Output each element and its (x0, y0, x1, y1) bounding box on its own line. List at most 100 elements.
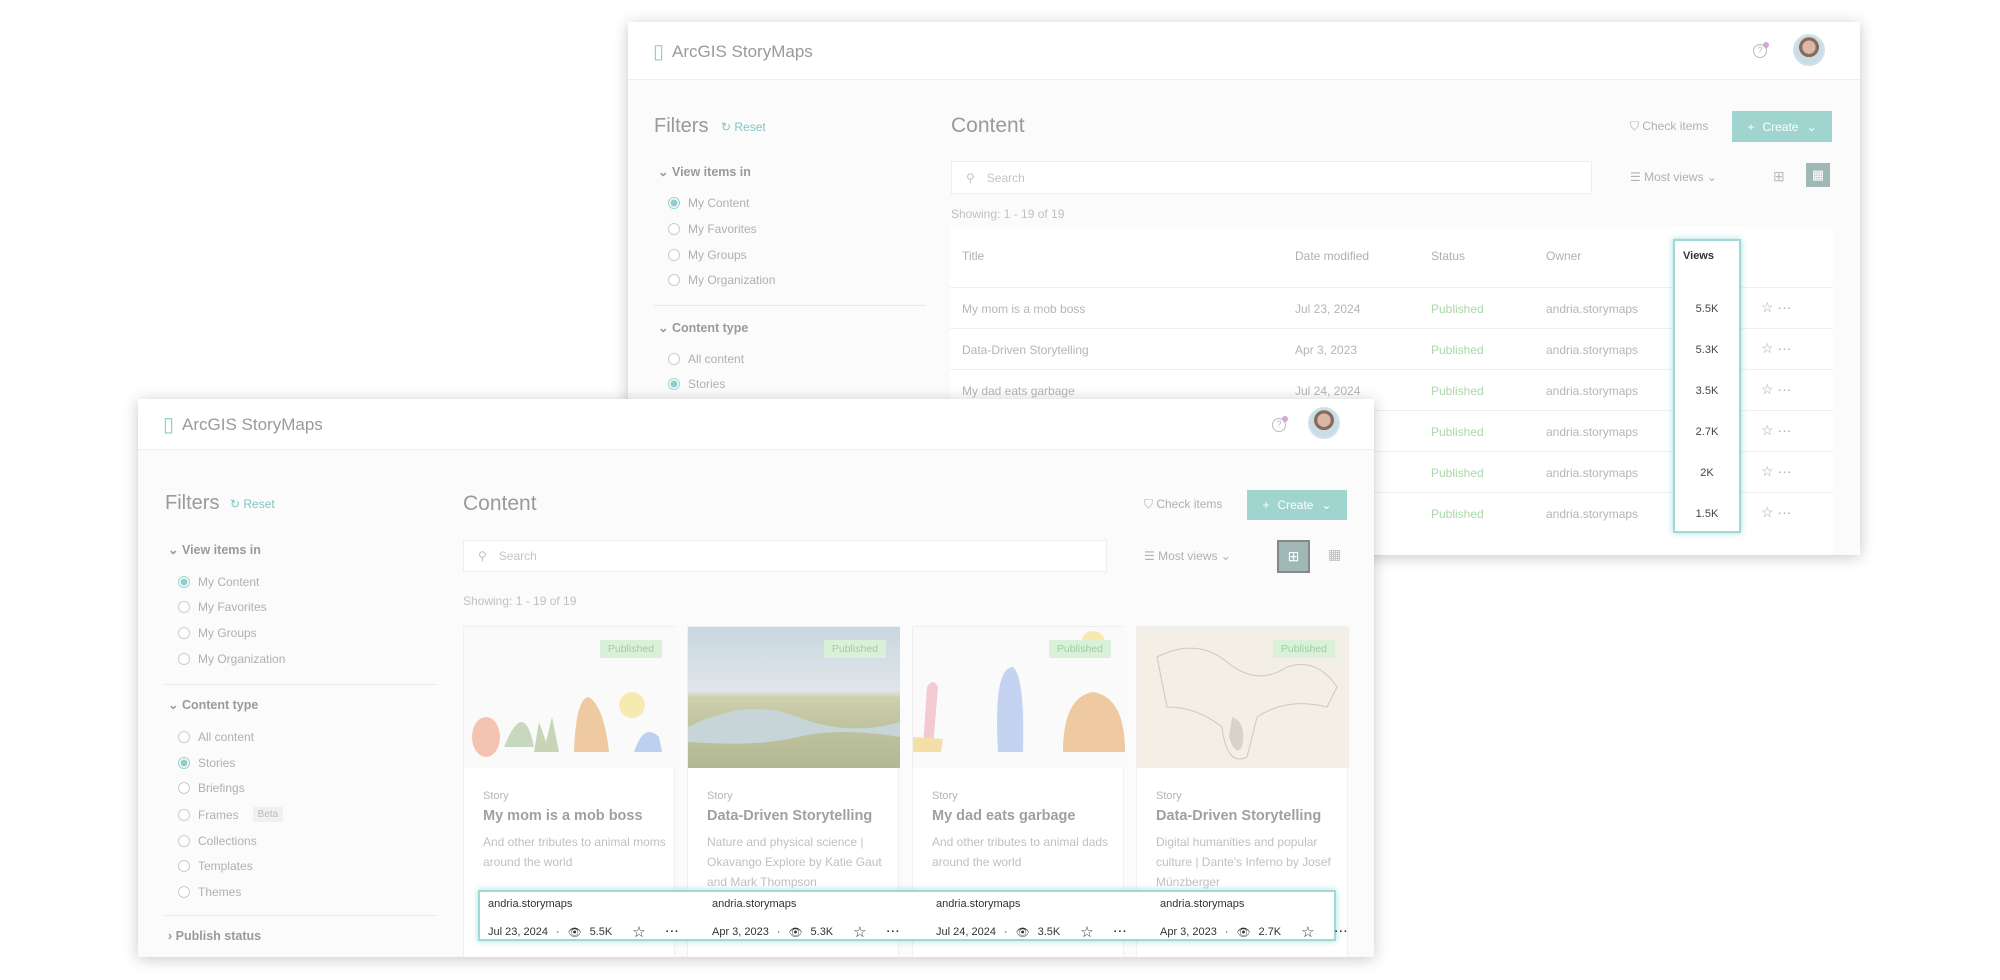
table-row[interactable]: My mom is a mob boss Jul 23, 2024 Publishe… (950, 287, 1833, 328)
grid-view-icon[interactable]: ⊞ (1773, 168, 1785, 184)
radio-my-groups[interactable]: My Groups (668, 248, 747, 262)
create-button[interactable]: + Create ⌄ (1247, 490, 1347, 520)
help-icon[interactable]: ? (1272, 416, 1288, 432)
beta-badge: Beta (252, 807, 284, 822)
card-title[interactable]: Data-Driven Storytelling (1156, 808, 1322, 824)
showing-count: Showing: 1 - 19 of 19 (463, 594, 577, 608)
radio-stories[interactable]: Stories (178, 756, 235, 770)
star-icon[interactable]: ☆ (632, 924, 646, 941)
card-owner[interactable]: andria.storymaps (1160, 898, 1245, 910)
view-items-in-header[interactable]: ⌄ View items in (658, 165, 751, 179)
eye-icon: 👁 (567, 926, 582, 939)
radio-stories[interactable]: Stories (668, 377, 725, 391)
table-view-icon[interactable]: ▦ (1328, 546, 1342, 562)
app-logo[interactable]: ▯ ArcGIS StoryMaps (653, 41, 813, 63)
radio-my-groups[interactable]: My Groups (178, 626, 257, 640)
check-items-button[interactable]: ⛉ Check items (1144, 497, 1223, 511)
content-type-label: Story (1156, 790, 1182, 802)
app-logo[interactable]: ▯ ArcGIS StoryMaps (163, 414, 323, 436)
content-type-header[interactable]: ⌄ Content type (658, 321, 749, 335)
search-input[interactable]: ⚲ Search (463, 540, 1107, 572)
col-views[interactable]: Views (1683, 250, 1714, 262)
sort-dropdown[interactable]: ☰ Most views ⌄ (1144, 549, 1231, 563)
col-date[interactable]: Date modified (1295, 249, 1370, 263)
grid-view-button[interactable]: ⊞ (1277, 540, 1310, 573)
card-title[interactable]: Data-Driven Storytelling (707, 808, 873, 824)
showing-count: Showing: 1 - 19 of 19 (951, 207, 1065, 221)
storymaps-logo-icon: ▯ (653, 41, 665, 63)
radio-frames[interactable]: Frames Beta (178, 807, 284, 822)
published-badge: Published (1048, 640, 1111, 658)
more-icon[interactable]: ··· (1334, 926, 1349, 938)
radio-my-organization[interactable]: My Organization (668, 273, 775, 287)
table-view-button[interactable]: ▦ (1806, 163, 1830, 187)
col-owner[interactable]: Owner (1546, 249, 1582, 263)
card-title[interactable]: My dad eats garbage (932, 808, 1076, 824)
views-value: 5.3K (1695, 344, 1719, 356)
reset-button[interactable]: ↻ Reset (721, 120, 766, 134)
app-header: ▯ ArcGIS StoryMaps ? (138, 399, 1374, 450)
divider (165, 684, 437, 685)
radio-all-content[interactable]: All content (668, 352, 744, 366)
more-icon[interactable]: ··· (886, 926, 901, 938)
card-footer-highlight: andria.storymaps Jul 23, 2024 · 👁 5.5K ☆ ··· … (478, 890, 1348, 941)
avatar[interactable] (1793, 34, 1825, 66)
star-icon[interactable]: ☆ (853, 924, 867, 941)
table-row[interactable]: Published andria.storymaps (950, 410, 1833, 451)
help-icon[interactable]: ? (1753, 42, 1769, 58)
card-description: Digital humanities and popular culture |… (1156, 835, 1331, 889)
radio-templates[interactable]: Templates (178, 859, 253, 873)
radio-my-content[interactable]: My Content (178, 575, 259, 589)
table-row[interactable]: Published andria.storymaps (950, 451, 1833, 492)
search-input[interactable]: ⚲ Search (951, 161, 1592, 194)
divider (654, 305, 926, 306)
grid-view-window: ▯ ArcGIS StoryMaps ? Filters ↻ Reset ⌄ Vi… (138, 399, 1374, 957)
table-row[interactable]: Data-Driven Storytelling Apr 3, 2023 Publi… (950, 328, 1833, 369)
radio-all-content[interactable]: All content (178, 730, 254, 744)
card-views: 5.5K (589, 926, 613, 938)
star-icon[interactable]: ☆ (1301, 924, 1315, 941)
content-type-label: Story (483, 790, 509, 802)
more-icon[interactable]: ··· (665, 926, 680, 938)
col-title[interactable]: Title (962, 249, 985, 263)
reset-button[interactable]: ↻ Reset (230, 497, 275, 511)
views-value: 5.5K (1695, 303, 1719, 315)
card-description: And other tributes to animal dads around… (932, 835, 1109, 869)
content-type-header[interactable]: ⌄ Content type (168, 698, 259, 712)
more-icon[interactable]: ··· (1113, 926, 1128, 938)
radio-my-content[interactable]: My Content (668, 196, 749, 210)
card-date: Jul 24, 2024 (936, 926, 996, 938)
radio-my-organization[interactable]: My Organization (178, 652, 285, 666)
card-date: Apr 3, 2023 (712, 926, 769, 938)
col-status[interactable]: Status (1431, 249, 1466, 263)
card-title[interactable]: My mom is a mob boss (483, 808, 643, 824)
radio-briefings[interactable]: Briefings (178, 781, 245, 795)
row-actions[interactable]: ☆ ··· ☆ ··· ☆ ··· ☆ ··· ☆ ··· ☆ ··· (1761, 299, 1792, 520)
radio-themes[interactable]: Themes (178, 885, 241, 899)
views-value: 3.5K (1695, 385, 1719, 397)
radio-my-favorites[interactable]: My Favorites (178, 600, 267, 614)
card-owner[interactable]: andria.storymaps (712, 898, 797, 910)
views-column-highlight: Views 5.5K 5.3K 3.5K 2.7K 2K 1.5K (1673, 239, 1741, 533)
published-badge: Published (599, 640, 662, 658)
view-items-in-header[interactable]: ⌄ View items in (168, 543, 261, 557)
check-items-button[interactable]: ⛉ Check items (1630, 119, 1709, 133)
card-owner[interactable]: andria.storymaps (936, 898, 1021, 910)
radio-collections[interactable]: Collections (178, 834, 257, 848)
table-row[interactable]: Published andria.storymaps (950, 492, 1833, 533)
create-button[interactable]: + Create ⌄ (1732, 111, 1832, 142)
published-badge: Published (1272, 640, 1335, 658)
page-title: Content (951, 114, 1025, 137)
card-owner[interactable]: andria.storymaps (488, 898, 573, 910)
star-icon[interactable]: ☆ (1080, 924, 1094, 941)
avatar[interactable] (1308, 407, 1340, 439)
radio-my-favorites[interactable]: My Favorites (668, 222, 757, 236)
table-row[interactable]: My dad eats garbage Jul 24, 2024 Published… (950, 369, 1833, 410)
views-value: 2.7K (1695, 426, 1719, 438)
sort-dropdown[interactable]: ☰ Most views ⌄ (1630, 170, 1717, 184)
card-views: 2.7K (1258, 926, 1282, 938)
card-description: And other tributes to animal moms around… (483, 835, 666, 869)
publish-status-header[interactable]: › Publish status (168, 929, 262, 943)
app-header: ▯ ArcGIS StoryMaps ? (628, 22, 1860, 80)
published-badge: Published (823, 640, 886, 658)
